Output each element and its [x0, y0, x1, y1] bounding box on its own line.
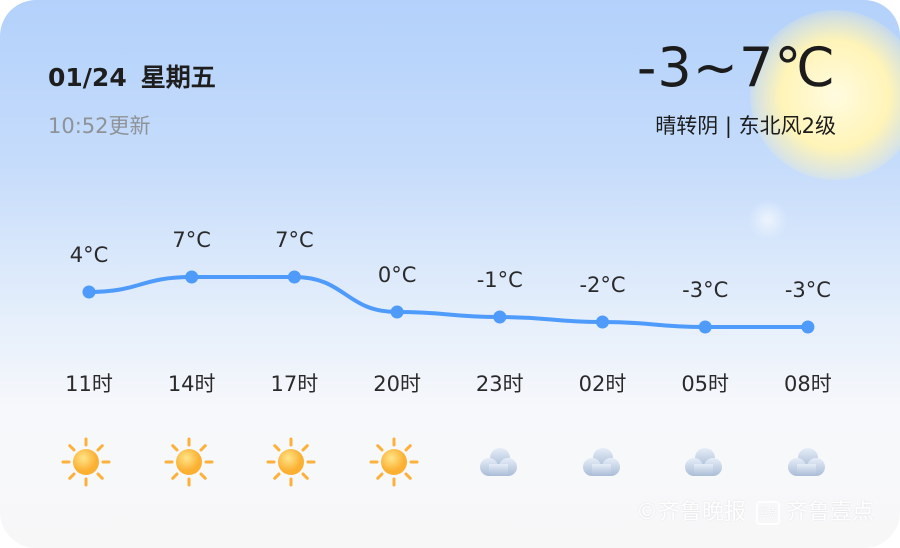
- cloud-icon: [779, 436, 831, 488]
- hour-label: 11时: [65, 372, 113, 396]
- temperature-label: 7°C: [172, 228, 211, 252]
- data-point: [698, 320, 712, 334]
- hour-label: 20时: [373, 372, 421, 396]
- data-point: [390, 305, 404, 319]
- cloud-icon: [574, 436, 626, 488]
- temperature-label: -1°C: [477, 268, 523, 292]
- sun-icon: [163, 436, 215, 488]
- data-point: [801, 320, 815, 334]
- sun-glow-decoration: [750, 10, 900, 180]
- sun-icon: [368, 436, 420, 488]
- watermark-box-icon: 壹点: [756, 501, 781, 525]
- temperature-line: [88, 274, 808, 329]
- hour-label: 02时: [578, 372, 627, 396]
- watermark-logo-icon: ©: [636, 500, 658, 525]
- temperature-range: -3~7℃: [636, 36, 836, 99]
- temperature-label: -3°C: [785, 278, 831, 302]
- weekday: 星期五: [140, 63, 216, 92]
- cloud-icon: [471, 436, 523, 488]
- data-point: [287, 270, 301, 284]
- sun-icon: [60, 436, 112, 488]
- temperature-label: -3°C: [682, 278, 728, 302]
- watermark-brand1: 齐鲁晚报: [658, 500, 747, 525]
- hour-label: 17时: [270, 372, 319, 396]
- light-orb-decoration: [748, 200, 788, 240]
- watermark: ©齐鲁晚报 壹点 齐鲁壹点: [636, 494, 874, 526]
- date: 01/24: [48, 63, 127, 92]
- data-point: [493, 310, 507, 324]
- temperature-label: 0°C: [378, 263, 417, 287]
- temperature-label: 7°C: [275, 228, 314, 252]
- hour-label: 14时: [167, 372, 216, 396]
- weather-condition: 晴转阴 | 东北风2级: [655, 114, 836, 138]
- hour-label: 08时: [784, 372, 832, 396]
- hour-label: 23时: [475, 372, 524, 396]
- sun-icon: [265, 436, 317, 488]
- data-point: [596, 315, 609, 329]
- date-heading: 01/24 星期五: [48, 58, 230, 94]
- data-point: [185, 270, 199, 284]
- cloud-icon: [676, 436, 728, 488]
- watermark-brand2: 齐鲁壹点: [786, 500, 875, 525]
- hour-label: 05时: [681, 372, 730, 396]
- update-time: 10:52更新: [48, 114, 151, 138]
- temperature-label: -2°C: [579, 273, 625, 297]
- data-point: [82, 285, 96, 299]
- temperature-label: 4°C: [70, 243, 109, 267]
